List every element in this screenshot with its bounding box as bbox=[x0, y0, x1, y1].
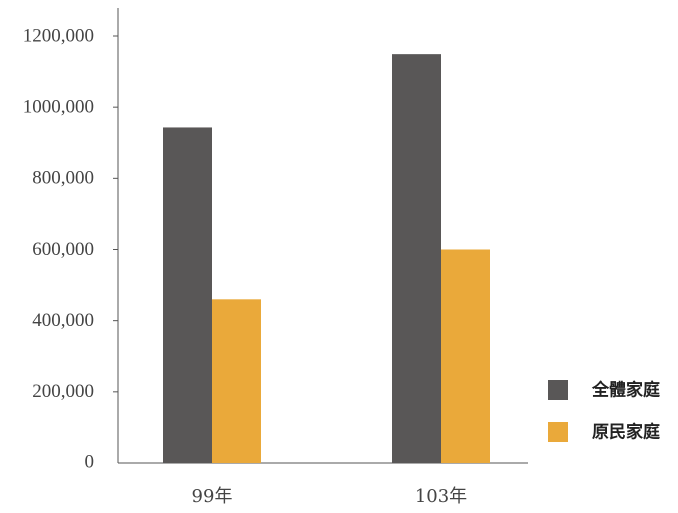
x-tick-label: 99年 bbox=[192, 486, 233, 507]
y-tick-label: 1200,000 bbox=[23, 25, 94, 46]
bar-all-households bbox=[392, 54, 441, 464]
legend-label: 全體家庭 bbox=[591, 380, 660, 401]
y-tick-label: 200,000 bbox=[32, 381, 94, 402]
legend-swatch bbox=[548, 380, 568, 400]
y-axis-ticks: 0 200,000 400,000 600,000 800,000 1000,000 120… bbox=[23, 25, 118, 472]
bar-indigenous-households bbox=[212, 299, 261, 463]
bar-indigenous-households bbox=[441, 249, 490, 463]
legend-swatch bbox=[548, 422, 568, 442]
x-tick-label: 103年 bbox=[415, 486, 467, 507]
y-tick-label: 400,000 bbox=[32, 310, 94, 331]
y-tick-label: 1000,000 bbox=[23, 97, 94, 118]
x-axis-labels: 99年 103年 bbox=[192, 486, 468, 507]
y-tick-label: 600,000 bbox=[32, 239, 94, 260]
legend-label: 原民家庭 bbox=[592, 422, 660, 443]
bar-all-households bbox=[163, 127, 212, 464]
y-tick-label: 0 bbox=[85, 451, 95, 472]
bars-group bbox=[163, 54, 490, 464]
y-tick-label: 800,000 bbox=[32, 168, 94, 189]
